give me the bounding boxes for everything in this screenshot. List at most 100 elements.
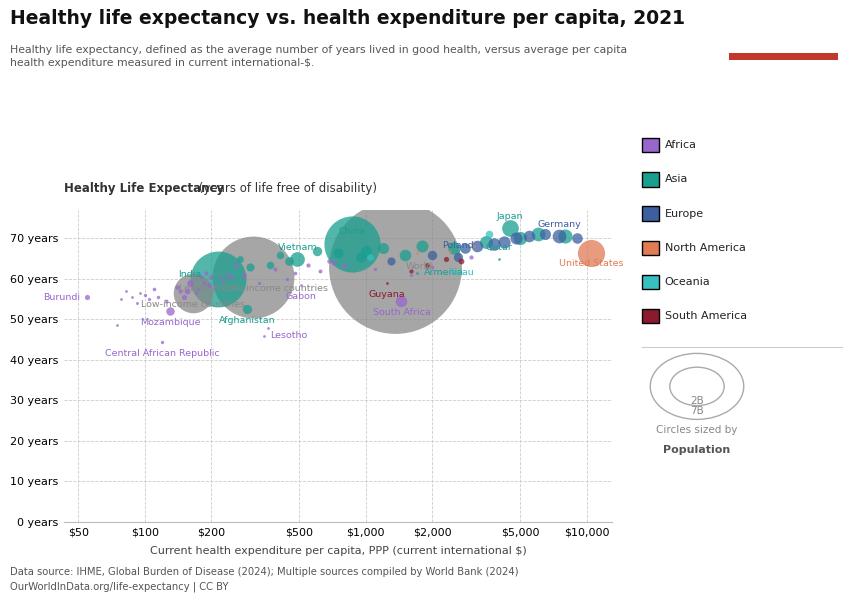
- Point: [464, 252, 478, 262]
- Point: [163, 307, 177, 316]
- Text: Low-income countries: Low-income countries: [141, 300, 245, 309]
- Point: [509, 233, 523, 243]
- Point: [151, 292, 165, 302]
- Point: [523, 232, 536, 241]
- Point: [426, 250, 439, 259]
- Text: World: World: [405, 262, 433, 271]
- Point: [359, 246, 372, 256]
- Text: Africa: Africa: [665, 140, 697, 150]
- Text: 2B: 2B: [690, 396, 704, 406]
- Point: [434, 268, 448, 278]
- Point: [216, 276, 230, 286]
- Point: [114, 295, 128, 304]
- Point: [552, 232, 566, 241]
- Point: [368, 264, 382, 274]
- Point: [450, 252, 464, 262]
- Text: Healthy life expectancy, defined as the average number of years lived in good he: Healthy life expectancy, defined as the …: [10, 45, 627, 68]
- Point: [487, 239, 501, 249]
- Point: [377, 244, 390, 253]
- Text: Poland: Poland: [442, 241, 473, 250]
- Point: [233, 254, 246, 263]
- Point: [539, 230, 552, 239]
- Point: [130, 298, 144, 308]
- Text: Europe: Europe: [665, 209, 704, 218]
- Point: [364, 252, 377, 262]
- Point: [138, 290, 151, 300]
- Point: [492, 254, 506, 263]
- Point: [224, 272, 238, 281]
- Point: [110, 320, 124, 330]
- Point: [126, 292, 139, 302]
- Point: [513, 233, 527, 243]
- Point: [212, 274, 225, 284]
- Point: [388, 262, 401, 272]
- Point: [313, 266, 326, 275]
- Point: [346, 239, 360, 249]
- Text: United States: United States: [559, 259, 624, 268]
- Text: Palau: Palau: [449, 268, 474, 277]
- Text: Oceania: Oceania: [665, 277, 711, 287]
- Point: [252, 278, 266, 288]
- Text: Qatar: Qatar: [485, 242, 513, 251]
- Point: [156, 337, 169, 346]
- Text: in Data: in Data: [762, 32, 805, 42]
- Point: [447, 244, 461, 253]
- Point: [195, 272, 208, 281]
- Text: Japan: Japan: [497, 212, 524, 221]
- Point: [416, 242, 429, 251]
- Text: Lower-middle-income countries: Lower-middle-income countries: [178, 284, 328, 293]
- Text: 7B: 7B: [690, 406, 704, 416]
- Point: [230, 260, 243, 269]
- Text: Healthy Life Expectancy: Healthy Life Expectancy: [64, 182, 224, 195]
- Point: [410, 268, 423, 278]
- Point: [173, 286, 187, 296]
- Text: OurWorldInData.org/life-expectancy | CC BY: OurWorldInData.org/life-expectancy | CC …: [10, 582, 229, 593]
- Point: [143, 295, 156, 304]
- X-axis label: Current health expenditure per capita, PPP (current international $): Current health expenditure per capita, P…: [150, 546, 526, 556]
- Point: [381, 278, 394, 288]
- Point: [528, 227, 541, 237]
- Point: [558, 232, 572, 241]
- Text: Mozambique: Mozambique: [139, 318, 201, 327]
- Text: Germany: Germany: [537, 220, 581, 229]
- Text: Gabon: Gabon: [286, 292, 316, 301]
- Point: [282, 256, 296, 265]
- Point: [531, 230, 545, 239]
- Point: [192, 284, 206, 294]
- Text: Healthy life expectancy vs. health expenditure per capita, 2021: Healthy life expectancy vs. health expen…: [10, 9, 685, 28]
- Point: [404, 270, 417, 280]
- Point: [398, 250, 411, 259]
- Point: [585, 248, 598, 257]
- Point: [264, 260, 277, 269]
- Point: [205, 272, 218, 281]
- Point: [207, 284, 220, 294]
- Point: [503, 223, 517, 233]
- Point: [455, 256, 468, 265]
- Point: [202, 280, 216, 290]
- Point: [322, 256, 336, 265]
- Text: Asia: Asia: [665, 175, 689, 184]
- Text: Lesotho: Lesotho: [270, 331, 308, 340]
- Point: [189, 288, 202, 298]
- Point: [147, 284, 161, 294]
- Point: [421, 260, 434, 269]
- Point: [496, 238, 510, 247]
- Point: [294, 280, 308, 290]
- Point: [426, 262, 439, 272]
- Text: Armenia: Armenia: [423, 268, 463, 277]
- Point: [404, 266, 417, 275]
- Point: [180, 286, 194, 296]
- Text: Burundi: Burundi: [43, 293, 81, 302]
- Point: [302, 260, 315, 269]
- Point: [160, 296, 173, 306]
- Text: Central African Republic: Central African Republic: [105, 349, 219, 358]
- Point: [468, 242, 481, 251]
- Point: [246, 272, 260, 281]
- Point: [133, 288, 147, 298]
- Text: North America: North America: [665, 243, 745, 253]
- Point: [570, 233, 583, 243]
- Point: [291, 254, 304, 263]
- Text: South America: South America: [665, 311, 747, 321]
- Text: South Africa: South Africa: [372, 308, 430, 317]
- Point: [384, 256, 398, 265]
